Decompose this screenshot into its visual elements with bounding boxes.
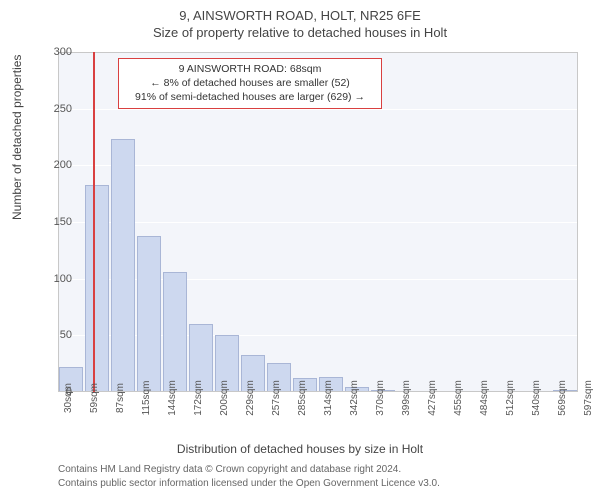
gridline: [58, 279, 578, 280]
xtick-label: 229sqm: [245, 380, 256, 416]
xtick-label: 257sqm: [271, 380, 282, 416]
xtick-label: 399sqm: [401, 380, 412, 416]
xtick-label: 30sqm: [63, 383, 74, 413]
ytick-label: 100: [54, 273, 72, 285]
xtick-label: 314sqm: [323, 380, 334, 416]
histogram-bar: [137, 236, 161, 392]
xtick-label: 512sqm: [505, 380, 516, 416]
chart-title: 9, AINSWORTH ROAD, HOLT, NR25 6FE: [0, 0, 600, 23]
xtick-label: 540sqm: [531, 380, 542, 416]
chart-container: 9, AINSWORTH ROAD, HOLT, NR25 6FE Size o…: [0, 0, 600, 500]
xtick-label: 455sqm: [453, 380, 464, 416]
x-axis-label: Distribution of detached houses by size …: [0, 442, 600, 456]
xtick-label: 484sqm: [479, 380, 490, 416]
xtick-label: 569sqm: [557, 380, 568, 416]
xtick-label: 427sqm: [427, 380, 438, 416]
ytick-label: 150: [54, 216, 72, 228]
xtick-label: 370sqm: [375, 380, 386, 416]
annotation-line: ← 8% of detached houses are smaller (52): [125, 76, 375, 90]
ytick-label: 50: [60, 329, 72, 341]
xtick-label: 342sqm: [349, 380, 360, 416]
gridline: [58, 109, 578, 110]
footnote-line1: Contains HM Land Registry data © Crown c…: [58, 464, 401, 475]
gridline: [58, 335, 578, 336]
xtick-label: 59sqm: [89, 383, 100, 413]
ytick-label: 300: [54, 46, 72, 58]
xtick-label: 115sqm: [141, 381, 152, 416]
xtick-label: 597sqm: [583, 380, 594, 416]
annotation-line: 91% of semi-detached houses are larger (…: [125, 90, 375, 104]
y-axis-label: Number of detached properties: [10, 55, 24, 220]
xtick-label: 200sqm: [219, 380, 230, 416]
xtick-label: 87sqm: [115, 383, 126, 413]
gridline: [58, 222, 578, 223]
xtick-label: 144sqm: [167, 380, 178, 416]
gridline: [58, 392, 578, 393]
ytick-label: 200: [54, 159, 72, 171]
plot-area: 9 AINSWORTH ROAD: 68sqm← 8% of detached …: [58, 52, 578, 392]
gridline: [58, 165, 578, 166]
xtick-label: 172sqm: [193, 380, 204, 416]
property-marker-line: [93, 52, 95, 392]
annotation-line: 9 AINSWORTH ROAD: 68sqm: [125, 62, 375, 76]
histogram-bar: [163, 272, 187, 392]
ytick-label: 250: [54, 103, 72, 115]
annotation-box: 9 AINSWORTH ROAD: 68sqm← 8% of detached …: [118, 58, 382, 109]
chart-subtitle: Size of property relative to detached ho…: [0, 23, 600, 40]
gridline: [58, 52, 578, 53]
histogram-bar: [111, 139, 135, 392]
xtick-label: 285sqm: [297, 380, 308, 416]
histogram-bar: [85, 185, 109, 392]
footnote-line2: Contains public sector information licen…: [58, 478, 440, 489]
